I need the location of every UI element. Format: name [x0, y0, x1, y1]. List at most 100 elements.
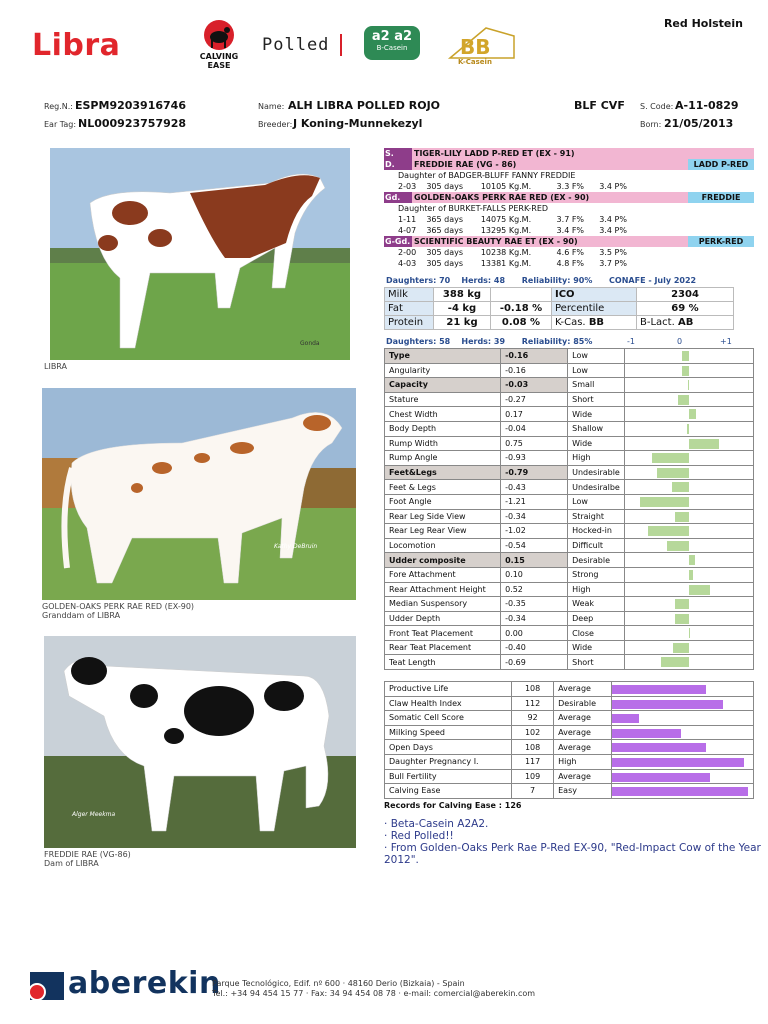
functional-row: Productive Life 108 Average [383, 681, 754, 697]
ped-dam-record-1: 2-03 305 days 10105 Kg.M. 3.3 F% 3.4 P% [398, 182, 627, 191]
photo-dam-caption-2: Dam of LIBRA [44, 859, 99, 868]
a2-logo-text: a2 a2 [371, 29, 413, 44]
functional-bar [611, 714, 639, 724]
linear-trait-value: -0.34 [500, 508, 569, 525]
axis-zero: 0 [677, 337, 683, 346]
linear-trait-desc: Shallow [567, 420, 625, 437]
linear-bar [672, 642, 689, 653]
linear-trait-desc: Short [567, 654, 625, 671]
linear-row: Chest Width 0.17 Wide [383, 406, 755, 422]
ped-sire-name: TIGER-LILY LADD P-RED ET (EX - 91) [414, 149, 575, 158]
linear-trait-desc: Low [567, 493, 625, 510]
linear-bar [657, 467, 689, 478]
ped-ggd-record-1: 2-00 305 days 10238 Kg.M. 4.6 F% 3.5 P% [398, 248, 627, 257]
linear-trait-desc: High [567, 581, 625, 598]
production-statline: Daughters: 70 Herds: 48 Reliability: 90%… [386, 276, 697, 285]
name-label: Name: [258, 102, 285, 111]
functional-trait-desc: Average [553, 724, 612, 741]
linear-row: Rear Leg Side View -0.34 Straight [383, 508, 755, 525]
blact-label: B-Lact. [640, 317, 675, 328]
functional-bar [611, 757, 744, 767]
linear-trait-value: 0.00 [500, 625, 569, 641]
linear-trait-name: Stature [383, 391, 502, 408]
note-item: · From Golden-Oaks Perk Rae P-Red EX-90,… [384, 842, 761, 866]
photo-dam-credit: Alger Meekma [72, 811, 116, 818]
cow-red-spotted-icon [42, 388, 356, 600]
fat-pct: -0.18 % [490, 301, 552, 316]
name-value: ALH LIBRA POLLED ROJO [288, 99, 441, 112]
linear-bar [675, 613, 689, 624]
functional-row: Daughter Pregnancy I. 117 High [383, 753, 754, 770]
linear-trait-desc: Short [567, 391, 625, 408]
linear-bar [651, 453, 689, 464]
linear-table: Type -0.16 Low Angularity -0.16 Low Capacity -0… [383, 348, 755, 671]
linear-row: Fore Attachment 0.10 Strong [383, 566, 755, 583]
calving-records: Records for Calving Ease : 126 [384, 801, 522, 810]
born-label: Born: [640, 120, 662, 129]
aberekin-logo-icon [28, 972, 64, 1001]
production-table: Milk 388 kg ICO 2304 Fat -4 kg -0.18 % P… [384, 287, 734, 330]
linear-trait-desc: Straight [567, 508, 625, 525]
scode-value: A-11-0829 [675, 99, 739, 112]
linear-row: Feet & Legs -0.43 Undesiralbe [383, 479, 755, 495]
linear-trait-name: Body Depth [383, 420, 502, 437]
linear-trait-name: Front Teat Placement [383, 625, 502, 641]
linear-trait-desc: Hocked-in [567, 523, 625, 539]
fat-kg: -4 kg [433, 301, 491, 316]
linear-bar [687, 423, 689, 434]
linear-trait-name: Rear Attachment Height [383, 581, 502, 598]
linear-row: Stature -0.27 Short [383, 391, 755, 408]
pedigree-block: S. TIGER-LILY LADD P-RED ET (EX - 91) D.… [384, 148, 754, 269]
functional-trait-value: 108 [511, 681, 555, 697]
linear-trait-name: Type [383, 348, 502, 364]
linear-trait-desc: Low [567, 362, 625, 379]
reg-label: Reg.N.: [44, 102, 73, 111]
protein-pct: 0.08 % [490, 315, 552, 330]
ped-gd: Gd. GOLDEN-OAKS PERK RAE RED (EX - 90) F… [384, 192, 754, 203]
linear-trait-value: -0.54 [500, 537, 569, 554]
footer-address: Parque Tecnológico, Edif. nº 600 · 48160… [212, 979, 465, 988]
linear-bar [671, 482, 689, 493]
linear-statline: Daughters: 58 Herds: 39 Reliability: 85% [386, 337, 593, 346]
functional-trait-desc: Average [553, 739, 612, 755]
axis-max: +1 [720, 337, 732, 346]
ped-gd-daughter: Daughter of BURKET-FALLS PERK-RED [398, 204, 549, 213]
linear-bar [675, 511, 689, 522]
functional-trait-desc: Easy [553, 783, 612, 799]
linear-bar [688, 584, 710, 595]
linear-trait-value: -0.16 [500, 362, 569, 379]
linear-bar [667, 540, 689, 551]
linear-bar [682, 365, 689, 376]
ped-ggd-label: G-Gd. [384, 236, 412, 247]
ped-sire: S. TIGER-LILY LADD P-RED ET (EX - 91) [384, 148, 754, 159]
functional-trait-value: 109 [511, 768, 555, 785]
functional-trait-name: Calving Ease [383, 783, 513, 799]
linear-bar [678, 394, 689, 405]
functional-bar [611, 787, 748, 797]
linear-trait-desc: Low [567, 348, 625, 364]
functional-bar [611, 772, 711, 782]
linear-trait-name: Fore Attachment [383, 566, 502, 583]
linear-trait-desc: Undesirable [567, 464, 625, 481]
blf-value: BLF CVF [574, 99, 625, 112]
linear-row: Udder composite 0.15 Desirable [383, 552, 755, 568]
milk-value: 388 kg [433, 287, 491, 302]
linear-trait-value: 0.75 [500, 435, 569, 452]
breed-label: Red Holstein [663, 17, 743, 30]
axis-min: -1 [627, 337, 635, 346]
linear-row: Capacity -0.03 Small [383, 377, 755, 393]
functional-trait-name: Somatic Cell Score [383, 710, 513, 726]
protein-label: Protein [384, 315, 434, 330]
functional-trait-desc: Average [553, 768, 612, 785]
percentile-label: Percentile [551, 301, 637, 316]
linear-trait-desc: Desirable [567, 552, 625, 568]
ped-gd-tag: FREDDIE [688, 192, 754, 203]
linear-row: Rear Leg Rear View -1.02 Hocked-in [383, 523, 755, 539]
photo-libra [50, 148, 350, 360]
linear-bar [687, 380, 689, 391]
linear-trait-desc: Wide [567, 435, 625, 452]
linear-bar [688, 438, 719, 449]
ped-ggd-name: SCIENTIFIC BEAUTY RAE ET (EX - 90) [414, 237, 578, 246]
linear-trait-desc: Weak [567, 596, 625, 612]
ped-sire-label: S. [384, 148, 412, 159]
